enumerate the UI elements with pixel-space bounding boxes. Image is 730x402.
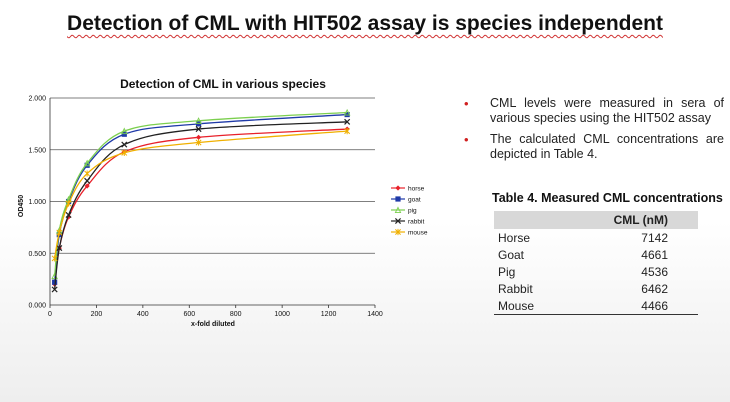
series-line-rabbit (53, 121, 348, 290)
bullet-item: CML levels were measured in sera of vari… (462, 96, 724, 126)
data-point-mouse (65, 200, 72, 207)
data-point-rabbit (65, 211, 72, 218)
species-cell: Mouse (494, 297, 562, 315)
data-point-mouse (51, 255, 58, 262)
data-point-rabbit (121, 141, 128, 148)
chart-axes (49, 98, 376, 308)
data-point-mouse (121, 149, 128, 156)
table-header-row: CML (nM) (494, 211, 698, 229)
value-cell: 7142 (641, 230, 668, 245)
x-axis-label: x-fold diluted (191, 321, 235, 328)
data-point-mouse (84, 170, 91, 177)
data-point-rabbit (51, 286, 58, 293)
data-point-goat (195, 121, 202, 127)
legend-label-rabbit: rabbit (408, 219, 424, 226)
data-point-goat (344, 111, 350, 118)
data-point-pig (120, 127, 128, 135)
x-tick-label: 800 (230, 311, 242, 318)
legend-marker-goat (395, 196, 401, 202)
y-tick-label: 2.000 (28, 96, 46, 103)
data-point-mouse (195, 139, 202, 146)
data-point-pig (195, 117, 202, 124)
species-cell: Goat (498, 247, 525, 262)
data-point-rabbit (84, 177, 91, 184)
cml-line-chart: Detection of CML in various species 0.00… (18, 77, 428, 328)
x-tick-label: 1000 (274, 311, 290, 318)
value-cell: 4466 (561, 297, 698, 315)
x-tick-label: 400 (137, 311, 149, 318)
legend-label-horse: horse (408, 186, 425, 193)
species-cell: Rabbit (498, 281, 533, 296)
data-point-horse (195, 134, 202, 140)
x-tick-label: 200 (91, 311, 103, 318)
slide-title: Detection of CML with HIT502 assay is sp… (67, 12, 663, 35)
value-cell: 4536 (641, 264, 668, 279)
legend-label-pig: pig (408, 208, 417, 215)
data-point-goat (84, 162, 90, 168)
y-tick-label: 1.000 (28, 199, 46, 206)
x-tick-label: 1400 (367, 311, 383, 318)
data-point-goat (52, 279, 58, 285)
value-cell: 4661 (641, 247, 668, 262)
data-point-rabbit (56, 245, 63, 252)
legend-label-goat: goat (408, 197, 421, 204)
data-point-rabbit (344, 118, 351, 125)
y-axis-label: OD450 (18, 195, 25, 217)
legend-marker-mouse (395, 228, 401, 236)
bullet-list: CML levels were measured in sera of vari… (462, 96, 724, 168)
legend-marker-horse (395, 185, 401, 191)
y-tick-label: 1.500 (28, 147, 46, 154)
table-header-cell (494, 211, 562, 229)
chart-legend: horse goat pig rabbit mouse (391, 185, 428, 237)
chart-tick-labels: 0.000 0.500 1.000 1.500 2.000 0 200 400 600 800 10… (28, 96, 382, 319)
data-point-horse (84, 183, 90, 189)
legend-marker-rabbit (394, 217, 402, 225)
chart-title: Detection of CML in various species (120, 77, 326, 91)
data-point-mouse (56, 229, 63, 236)
table-row: Goat 4661 (494, 246, 698, 263)
table-header-cell: CML (nM) (561, 211, 698, 229)
data-point-pig (83, 159, 91, 167)
x-tick-label: 600 (183, 311, 195, 318)
table-caption: Table 4. Measured CML concentrations (492, 191, 723, 205)
data-point-mouse (344, 128, 351, 135)
data-point-pig (343, 108, 351, 116)
table-row: Rabbit 6462 (494, 280, 698, 297)
species-cell: Horse (498, 230, 531, 245)
legend-marker-pig (394, 206, 402, 214)
data-point-rabbit (195, 126, 202, 133)
table-row: Horse 7142 (494, 229, 698, 246)
chart-series (51, 108, 351, 293)
value-cell: 6462 (641, 281, 668, 296)
table-row: Pig 4536 (494, 263, 698, 280)
data-point-goat (121, 131, 127, 137)
cml-table: CML (nM) Horse 7142 Goat 4661 Pig 4536 R… (494, 211, 698, 315)
legend-label-mouse: mouse (408, 230, 428, 237)
y-tick-label: 0.500 (28, 251, 46, 258)
x-tick-label: 0 (48, 311, 52, 318)
y-tick-label: 0.000 (28, 303, 46, 310)
x-tick-label: 1200 (321, 311, 337, 318)
table-row: Mouse 4466 (494, 297, 698, 315)
species-cell: Pig (498, 264, 516, 279)
bullet-item: The calculated CML concentrations are de… (462, 132, 724, 162)
chart-gridlines (50, 97, 375, 254)
